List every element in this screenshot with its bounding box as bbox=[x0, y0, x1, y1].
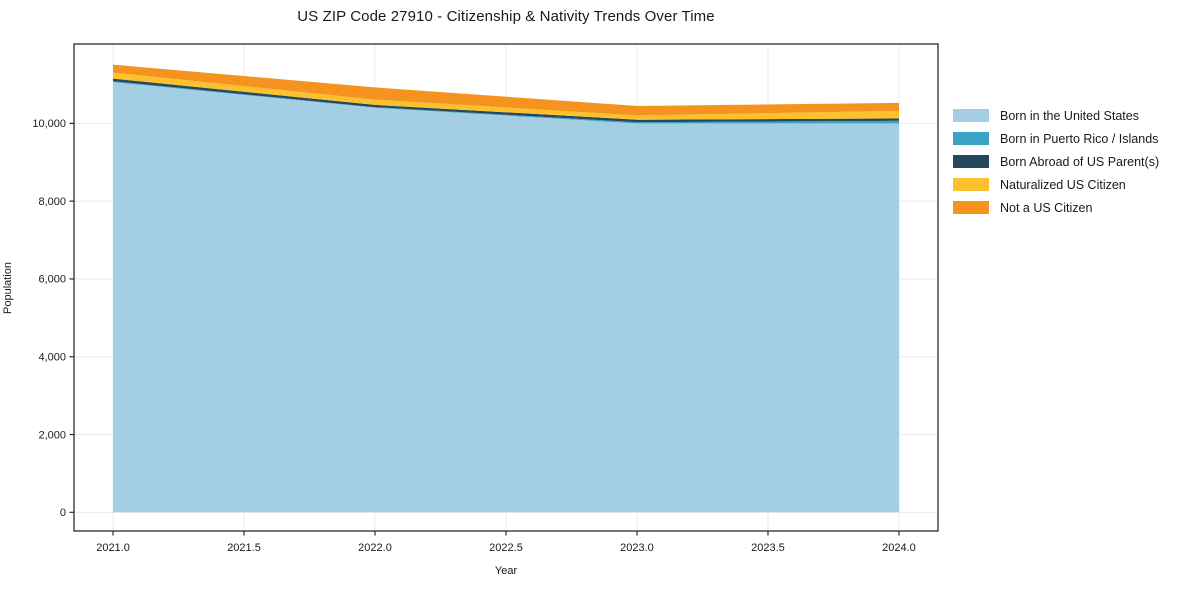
y-tick-label: 8,000 bbox=[38, 196, 66, 208]
legend-swatch-born-in-the-united-states bbox=[953, 109, 989, 122]
legend: Born in the United States Born in Puerto … bbox=[953, 104, 1159, 219]
x-axis-label: Year bbox=[494, 565, 518, 577]
born-in-the-united-states-area bbox=[113, 82, 899, 513]
x-tick-label: 2023.0 bbox=[620, 542, 654, 554]
y-tick-label: 6,000 bbox=[38, 274, 66, 286]
y-tick-label: 0 bbox=[60, 507, 66, 519]
legend-item-not-a-us-citizen: Not a US Citizen bbox=[953, 196, 1159, 219]
legend-item-born-in-puerto-rico-islands: Born in Puerto Rico / Islands bbox=[953, 127, 1159, 150]
x-tick-label: 2021.5 bbox=[227, 542, 261, 554]
born-abroad-of-us-parent-s-area bbox=[113, 78, 899, 123]
x-tick-label: 2022.0 bbox=[358, 542, 392, 554]
legend-swatch-born-abroad-of-us-parent-s bbox=[953, 155, 989, 168]
legend-item-born-abroad-of-us-parent-s: Born Abroad of US Parent(s) bbox=[953, 150, 1159, 173]
y-tick-label: 4,000 bbox=[38, 352, 66, 364]
legend-label: Born Abroad of US Parent(s) bbox=[1000, 154, 1160, 169]
born-in-puerto-rico-islands-area bbox=[113, 81, 899, 124]
legend-item-born-in-the-united-states: Born in the United States bbox=[953, 104, 1159, 127]
x-tick-label: 2024.0 bbox=[882, 542, 916, 554]
chart-title: US ZIP Code 27910 - Citizenship & Nativi… bbox=[297, 8, 715, 25]
legend-label: Naturalized US Citizen bbox=[1000, 177, 1126, 192]
legend-label: Not a US Citizen bbox=[1000, 200, 1093, 215]
legend-item-naturalized-us-citizen: Naturalized US Citizen bbox=[953, 173, 1159, 196]
legend-swatch-born-in-puerto-rico-islands bbox=[953, 132, 989, 145]
y-tick-label: 10,000 bbox=[32, 118, 66, 130]
legend-label: Born in Puerto Rico / Islands bbox=[1000, 131, 1159, 146]
y-axis-label: Population bbox=[2, 262, 14, 314]
legend-swatch-not-a-us-citizen bbox=[953, 201, 989, 214]
x-tick-label: 2022.5 bbox=[489, 542, 523, 554]
not-a-us-citizen-area bbox=[113, 64, 899, 116]
x-tick-label: 2023.5 bbox=[751, 542, 785, 554]
legend-swatch-naturalized-us-citizen bbox=[953, 178, 989, 191]
y-tick-label: 2,000 bbox=[38, 429, 66, 441]
x-tick-label: 2021.0 bbox=[96, 542, 130, 554]
legend-label: Born in the United States bbox=[1000, 108, 1139, 123]
naturalized-us-citizen-area bbox=[113, 72, 899, 120]
